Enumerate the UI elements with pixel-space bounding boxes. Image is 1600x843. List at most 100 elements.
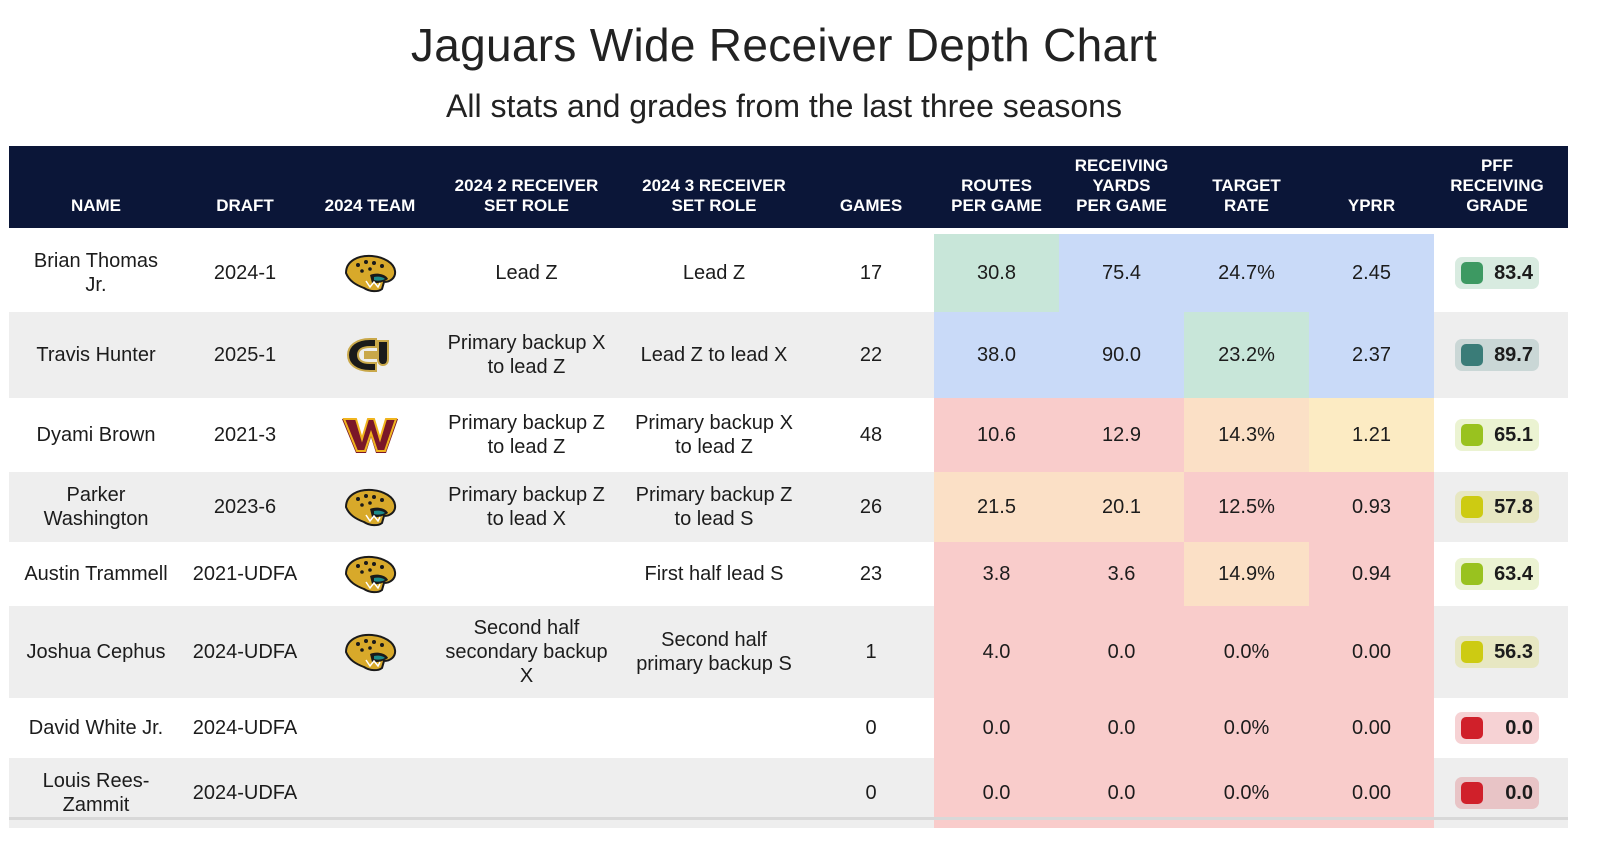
grade-badge: 0.0 bbox=[1455, 777, 1539, 809]
cell-team bbox=[307, 234, 433, 312]
cell-grade: 0.0 bbox=[1434, 758, 1560, 828]
cell-draft: 2025-1 bbox=[213, 344, 277, 366]
cell-team bbox=[307, 698, 433, 758]
cell-routes: 0.0 bbox=[934, 698, 1059, 758]
grade-color-swatch bbox=[1461, 496, 1483, 518]
header-routes: ROUTES PER GAME bbox=[951, 176, 1042, 215]
grade-value: 65.1 bbox=[1494, 424, 1533, 446]
cell-yards: 0.0 bbox=[1059, 698, 1184, 758]
cell-role2 bbox=[433, 542, 620, 606]
cell-yards: 90.0 bbox=[1059, 312, 1184, 398]
header-team: 2024 TEAM bbox=[324, 196, 416, 215]
grade-badge: 89.7 bbox=[1455, 339, 1539, 371]
page-title: Jaguars Wide Receiver Depth Chart bbox=[410, 19, 1158, 71]
grade-value: 0.0 bbox=[1505, 717, 1533, 739]
table-row: Louis Rees- Zammit 2024-UDFA 0 0.0 0.0 0.0% 0.… bbox=[9, 758, 1568, 828]
cell-role2: Primary backup X to lead Z bbox=[447, 332, 606, 378]
grade-value: 0.0 bbox=[1505, 782, 1533, 804]
cell-routes: 3.8 bbox=[934, 542, 1059, 606]
cell-target: 23.2% bbox=[1184, 312, 1309, 398]
cell-grade: 89.7 bbox=[1434, 312, 1560, 398]
cell-name: Louis Rees- Zammit bbox=[42, 770, 150, 816]
cell-routes: 21.5 bbox=[934, 472, 1059, 542]
cell-name: David White Jr. bbox=[28, 717, 164, 739]
grade-color-swatch bbox=[1461, 424, 1483, 446]
cell-grade: 65.1 bbox=[1434, 398, 1560, 472]
table-row: Austin Trammell 2021-UDFA First half lead … bbox=[9, 542, 1568, 606]
cell-yards: 75.4 bbox=[1059, 234, 1184, 312]
cell-yprr: 1.21 bbox=[1309, 398, 1434, 472]
header-name: NAME bbox=[70, 196, 122, 215]
cell-target: 12.5% bbox=[1184, 472, 1309, 542]
cell-games: 22 bbox=[859, 344, 883, 366]
cell-target: 0.0% bbox=[1184, 606, 1309, 698]
header-2-receiver-role: 2024 2 RECEIVER SET ROLE bbox=[454, 176, 599, 215]
cell-role2: Primary backup Z to lead Z bbox=[448, 412, 605, 458]
grade-badge: 83.4 bbox=[1455, 257, 1539, 289]
cell-draft: 2024-1 bbox=[213, 262, 277, 284]
cell-name: Dyami Brown bbox=[36, 424, 156, 446]
cell-draft: 2024-UDFA bbox=[192, 641, 298, 663]
cell-name: Travis Hunter bbox=[36, 344, 156, 366]
cell-team bbox=[307, 312, 433, 398]
cell-name: Brian Thomas Jr. bbox=[33, 250, 159, 296]
grade-value: 57.8 bbox=[1494, 496, 1533, 518]
grade-badge: 57.8 bbox=[1455, 491, 1539, 523]
cell-role2 bbox=[433, 698, 620, 758]
table-row: David White Jr. 2024-UDFA 0 0.0 0.0 0.0% 0.00 0… bbox=[9, 698, 1568, 758]
commanders-logo-icon bbox=[340, 413, 400, 457]
grade-color-swatch bbox=[1461, 344, 1483, 366]
cell-yprr: 0.00 bbox=[1309, 758, 1434, 828]
cell-routes: 0.0 bbox=[934, 758, 1059, 828]
jaguars-logo-icon bbox=[340, 630, 400, 674]
cell-team bbox=[307, 606, 433, 698]
cell-role2: Lead Z bbox=[495, 262, 558, 284]
cell-draft: 2023-6 bbox=[213, 496, 277, 518]
jaguars-logo-icon bbox=[340, 552, 400, 596]
cell-routes: 10.6 bbox=[934, 398, 1059, 472]
cell-yprr: 0.00 bbox=[1309, 606, 1434, 698]
grade-color-swatch bbox=[1461, 641, 1483, 663]
cell-yprr: 0.94 bbox=[1309, 542, 1434, 606]
cell-role3: Lead Z bbox=[682, 262, 746, 284]
cell-team bbox=[307, 398, 433, 472]
table-row: Travis Hunter 2025-1 Primary backup X to l… bbox=[9, 312, 1568, 398]
cell-role3: Second half primary backup S bbox=[636, 629, 792, 675]
table-row: Joshua Cephus 2024-UDFA Second half second… bbox=[9, 606, 1568, 698]
cell-role3: Primary backup X to lead Z bbox=[635, 412, 793, 458]
grade-value: 63.4 bbox=[1494, 563, 1533, 585]
cell-name: Parker Washington bbox=[43, 484, 149, 530]
depth-chart-table: NAME DRAFT 2024 TEAM 2024 2 RECEIVER SET… bbox=[9, 146, 1568, 828]
table-row: Dyami Brown 2021-3 Primary backup Z to lea… bbox=[9, 398, 1568, 472]
grade-color-swatch bbox=[1461, 782, 1483, 804]
cell-target: 14.3% bbox=[1184, 398, 1309, 472]
table-header: NAME DRAFT 2024 TEAM 2024 2 RECEIVER SET… bbox=[9, 146, 1568, 228]
jaguars-logo-icon bbox=[340, 251, 400, 295]
jaguars-logo-icon bbox=[340, 485, 400, 529]
cell-draft: 2021-UDFA bbox=[192, 563, 298, 585]
cell-role3 bbox=[620, 698, 808, 758]
cell-role2: Primary backup Z to lead X bbox=[448, 484, 605, 530]
grade-value: 89.7 bbox=[1494, 344, 1533, 366]
colorado-logo-icon bbox=[340, 333, 400, 377]
cell-draft: 2024-UDFA bbox=[192, 782, 298, 804]
cell-routes: 4.0 bbox=[934, 606, 1059, 698]
cell-role2: Second half secondary backup X bbox=[445, 617, 608, 687]
cell-target: 24.7% bbox=[1184, 234, 1309, 312]
cell-draft: 2021-3 bbox=[213, 424, 277, 446]
grade-badge: 0.0 bbox=[1455, 712, 1539, 744]
cell-target: 0.0% bbox=[1184, 698, 1309, 758]
cell-yards: 12.9 bbox=[1059, 398, 1184, 472]
cell-grade: 63.4 bbox=[1434, 542, 1560, 606]
grade-color-swatch bbox=[1461, 563, 1483, 585]
grade-badge: 65.1 bbox=[1455, 419, 1539, 451]
cell-yprr: 0.00 bbox=[1309, 698, 1434, 758]
cell-role3: Lead Z to lead X bbox=[640, 344, 788, 366]
cell-role3: First half lead S bbox=[644, 563, 784, 585]
cell-role3: Primary backup Z to lead S bbox=[635, 484, 793, 530]
grade-value: 56.3 bbox=[1494, 641, 1533, 663]
cell-games: 48 bbox=[859, 424, 883, 446]
cell-grade: 83.4 bbox=[1434, 234, 1560, 312]
cell-games: 23 bbox=[859, 563, 883, 585]
cell-yards: 20.1 bbox=[1059, 472, 1184, 542]
